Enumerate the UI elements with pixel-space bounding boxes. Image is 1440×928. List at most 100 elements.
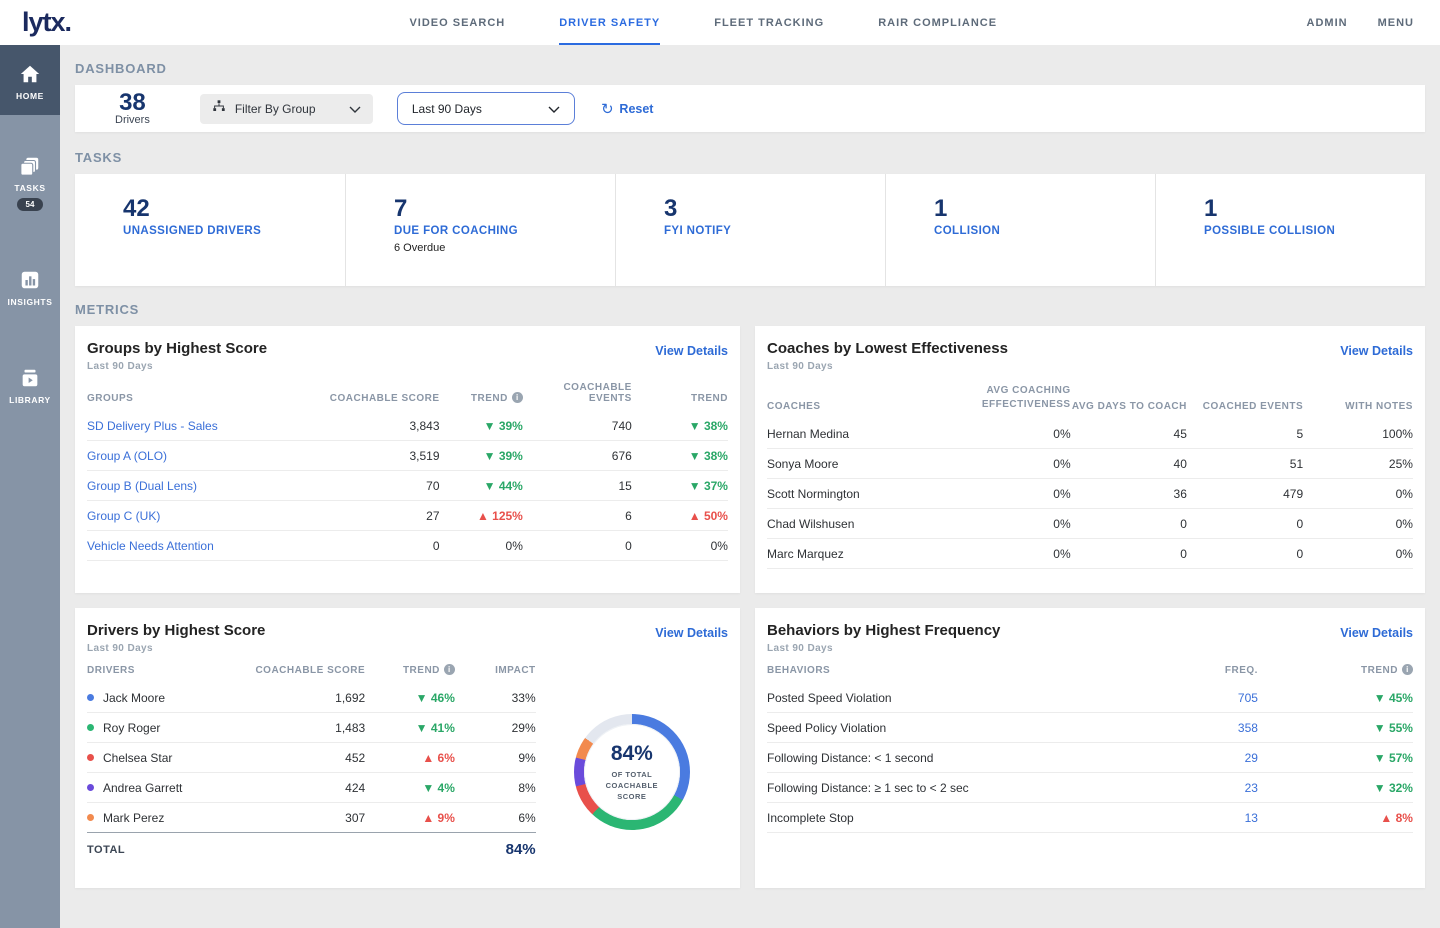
groups-card-title: Groups by Highest Score — [87, 340, 268, 357]
drivers-table-header: DRIVERS COACHABLE SCORE TREND i IMPACT — [87, 664, 536, 683]
col-coached-events: COACHED EVENTS — [1202, 401, 1304, 412]
reset-icon: ↺ — [600, 100, 614, 118]
task-collision: 1 COLLISION — [885, 174, 1155, 286]
col-behaviors: BEHAVIORS — [767, 665, 831, 676]
behaviors-view-details-link[interactable]: View Details — [1340, 626, 1413, 640]
behavior-freq-link[interactable]: 29 — [1244, 750, 1258, 765]
behavior-freq-link[interactable]: 705 — [1237, 690, 1258, 705]
sidebar-item-tasks[interactable]: TASKS 54 — [0, 137, 60, 225]
task-value: 3 — [664, 195, 678, 222]
coach-name: Sonya Moore — [767, 456, 839, 471]
behavior-freq-link[interactable]: 13 — [1244, 810, 1258, 825]
col-groups: GROUPS — [87, 393, 134, 404]
chevron-down-icon — [548, 100, 560, 118]
table-row: Mark Perez 307 ▲ 9% 6% — [87, 803, 536, 833]
task-label[interactable]: POSSIBLE COLLISION — [1204, 225, 1336, 237]
tasks-count-badge: 54 — [16, 198, 44, 211]
task-due-for-coaching: 7 DUE FOR COACHING 6 Overdue — [345, 174, 615, 286]
date-range-dropdown[interactable]: Last 90 Days — [396, 92, 575, 125]
donut-center-value: 84% — [610, 741, 653, 765]
coaches-table-header: COACHES AVG COACHING EFFECTIVENESS AVG D… — [767, 382, 1413, 419]
info-icon[interactable]: i — [443, 664, 455, 675]
col-freq: FREQ. — [1224, 665, 1258, 676]
task-value: 1 — [934, 195, 948, 222]
reset-label: Reset — [619, 101, 654, 116]
table-row: Marc Marquez 0% 0 0 0% — [767, 539, 1413, 569]
table-row: Group B (Dual Lens) 70 ▼ 44% 15 ▼ 37% — [87, 471, 728, 501]
col-coachable-score: COACHABLE SCORE — [255, 665, 366, 676]
dashboard-section-label: DASHBOARD — [75, 61, 167, 76]
table-row: Roy Roger 1,483 ▼ 41% 29% — [87, 713, 536, 743]
tasks-bar: 42 UNASSIGNED DRIVERS 7 DUE FOR COACHING… — [75, 174, 1425, 286]
behavior-name: Following Distance: ≥ 1 sec to < 2 sec — [767, 780, 969, 795]
behavior-name: Incomplete Stop — [767, 810, 854, 825]
drivers-view-details-link[interactable]: View Details — [655, 626, 728, 640]
task-overdue-note: 6 Overdue — [394, 242, 446, 254]
task-label[interactable]: FYI NOTIFY — [664, 225, 732, 237]
total-label: TOTAL — [87, 843, 126, 856]
coach-name: Hernan Medina — [767, 426, 850, 441]
behaviors-table-header: BEHAVIORS FREQ. TREND i — [767, 664, 1413, 683]
sidebar-item-insights[interactable]: INSIGHTS — [0, 251, 60, 321]
info-icon[interactable]: i — [511, 392, 523, 403]
tab-fleet-tracking[interactable]: FLEET TRACKING — [714, 16, 825, 29]
info-icon[interactable]: i — [1401, 664, 1413, 675]
task-value: 42 — [123, 195, 150, 222]
col-coachable-events: COACHABLE EVENTS — [563, 382, 632, 404]
behavior-freq-link[interactable]: 358 — [1237, 720, 1258, 735]
group-filter-dropdown[interactable]: Filter By Group — [199, 93, 373, 124]
col-coachable-score: COACHABLE SCORE — [329, 393, 440, 404]
group-link[interactable]: SD Delivery Plus - Sales — [87, 418, 218, 433]
table-row: SD Delivery Plus - Sales 3,843 ▼ 39% 740… — [87, 411, 728, 441]
home-icon — [19, 63, 41, 85]
tab-video-search[interactable]: VIDEO SEARCH — [409, 16, 506, 29]
menu-link[interactable]: MENU — [1377, 16, 1414, 29]
table-row: Posted Speed Violation 705 ▼ 45% — [767, 683, 1413, 713]
coach-name: Scott Normington — [767, 486, 860, 501]
main-content: DASHBOARD 38 Drivers Filter By Group Las… — [60, 45, 1440, 928]
sidebar-item-home[interactable]: HOME — [0, 45, 60, 115]
task-label[interactable]: COLLISION — [934, 225, 1001, 237]
reset-button[interactable]: ↺ Reset — [601, 100, 654, 118]
group-link[interactable]: Group A (OLO) — [87, 448, 168, 463]
col-impact: IMPACT — [495, 665, 536, 676]
sidebar: HOME TASKS 54 INSIGHTS LIBRARY — [0, 45, 60, 928]
coaches-card-title: Coaches by Lowest Effectiveness — [767, 340, 1008, 357]
task-value: 7 — [394, 195, 408, 222]
col-coaches: COACHES — [767, 401, 821, 412]
drivers-card: Drivers by Highest Score Last 90 Days Vi… — [75, 608, 740, 888]
behavior-freq-link[interactable]: 23 — [1244, 780, 1258, 795]
driver-name: Chelsea Star — [103, 750, 173, 765]
tab-rair-compliance[interactable]: RAIR COMPLIANCE — [878, 16, 998, 29]
behaviors-card-subtitle: Last 90 Days — [767, 643, 833, 654]
lytx-logo: lytx. — [22, 7, 72, 37]
drivers-count-label: Drivers — [115, 113, 150, 126]
tab-driver-safety[interactable]: DRIVER SAFETY — [559, 0, 661, 45]
driver-name: Jack Moore — [103, 690, 166, 705]
donut-chart-area: 84% OF TOTAL COACHABLE SCORE — [536, 664, 728, 866]
behaviors-card: Behaviors by Highest Frequency Last 90 D… — [755, 608, 1425, 888]
admin-link[interactable]: ADMIN — [1306, 16, 1348, 29]
group-link[interactable]: Group C (UK) — [87, 508, 161, 523]
group-filter-value: Filter By Group — [234, 101, 316, 116]
driver-color-dot — [87, 753, 94, 761]
table-row: Andrea Garrett 424 ▼ 4% 8% — [87, 773, 536, 803]
groups-view-details-link[interactable]: View Details — [655, 344, 728, 358]
task-value: 1 — [1204, 195, 1218, 222]
task-label[interactable]: UNASSIGNED DRIVERS — [123, 225, 262, 237]
col-trend: TREND i — [440, 392, 523, 404]
behavior-name: Posted Speed Violation — [767, 690, 892, 705]
task-label[interactable]: DUE FOR COACHING — [394, 225, 518, 237]
hierarchy-icon — [212, 99, 226, 118]
group-link[interactable]: Group B (Dual Lens) — [87, 478, 198, 493]
sidebar-item-library[interactable]: LIBRARY — [0, 349, 60, 419]
group-link[interactable]: Vehicle Needs Attention — [87, 538, 214, 553]
filter-bar: 38 Drivers Filter By Group Last 90 Days … — [75, 85, 1425, 132]
behavior-name: Speed Policy Violation — [767, 720, 887, 735]
coaches-view-details-link[interactable]: View Details — [1340, 344, 1413, 358]
sidebar-item-label: TASKS — [14, 183, 46, 193]
coachable-score-donut-chart: 84% OF TOTAL COACHABLE SCORE — [573, 714, 690, 830]
behaviors-card-title: Behaviors by Highest Frequency — [767, 622, 1001, 639]
driver-color-dot — [87, 813, 94, 821]
table-row: Vehicle Needs Attention 0 0% 0 0% — [87, 531, 728, 561]
